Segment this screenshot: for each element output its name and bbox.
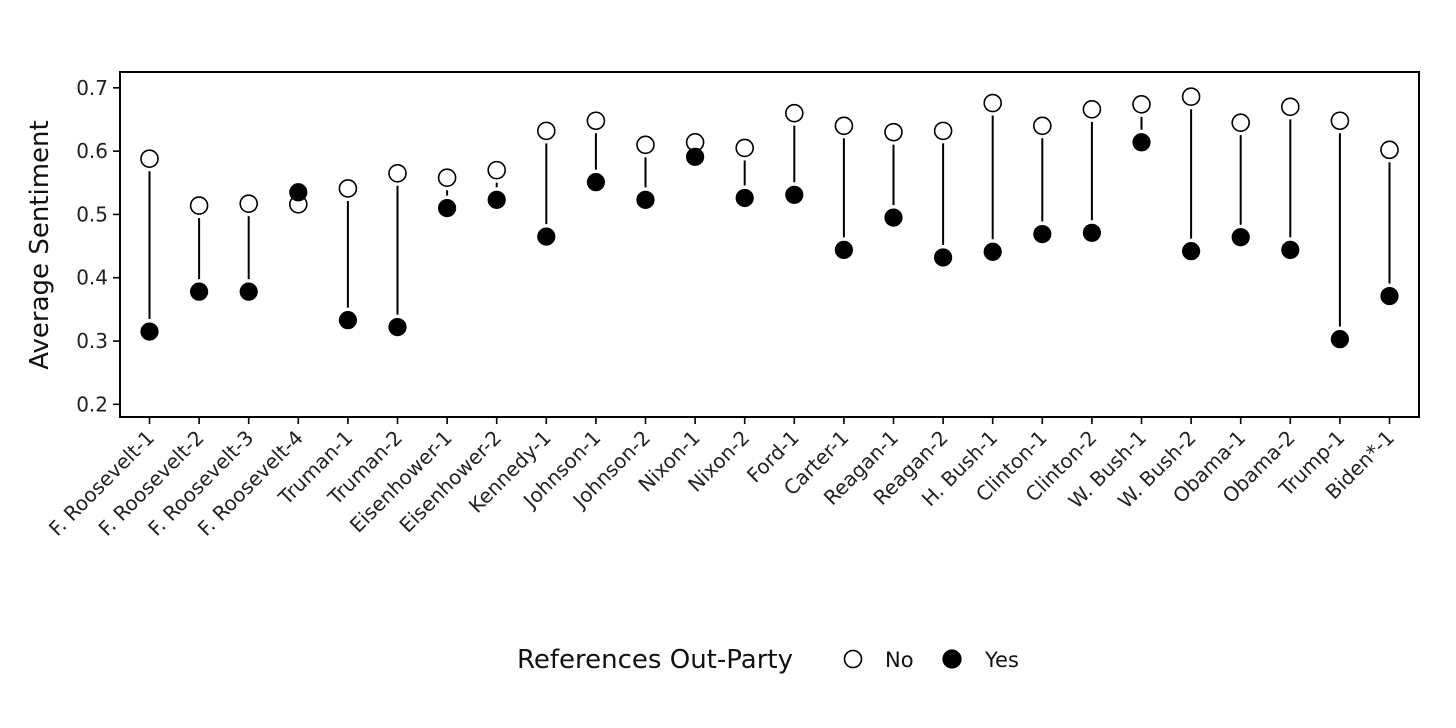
point-no-clinton-1 bbox=[1033, 116, 1052, 136]
data-points bbox=[140, 87, 1399, 349]
point-yes-w-bush-2 bbox=[1181, 242, 1201, 261]
point-no-obama-1 bbox=[1231, 113, 1250, 132]
point-yes-f-roosevelt-1 bbox=[140, 322, 159, 341]
legend-yes-marker bbox=[942, 649, 962, 669]
point-yes-f-roosevelt-3 bbox=[239, 282, 258, 301]
point-no-carter-1 bbox=[834, 116, 854, 136]
point-yes-truman-2 bbox=[388, 318, 407, 337]
x-axis: F. Roosevelt-1F. Roosevelt-2F. Roosevelt… bbox=[44, 417, 1399, 541]
connector-lines bbox=[148, 109, 1391, 327]
point-no-f-roosevelt-1 bbox=[140, 149, 159, 169]
y-tick-label: 0.6 bbox=[76, 139, 108, 163]
legend-title: References Out-Party bbox=[517, 645, 793, 675]
point-yes-ford-1 bbox=[785, 185, 804, 204]
point-yes-f-roosevelt-2 bbox=[190, 282, 209, 301]
y-tick-label: 0.5 bbox=[76, 202, 108, 226]
point-no-nixon-2 bbox=[735, 138, 755, 158]
point-yes-nixon-1 bbox=[685, 147, 705, 166]
point-no-h-bush-1 bbox=[983, 93, 1003, 113]
point-no-johnson-1 bbox=[586, 111, 606, 131]
point-yes-clinton-2 bbox=[1082, 223, 1102, 242]
y-tick-label: 0.3 bbox=[76, 329, 108, 353]
point-no-f-roosevelt-2 bbox=[189, 196, 209, 215]
point-no-w-bush-1 bbox=[1132, 94, 1151, 114]
point-no-eisenhower-1 bbox=[437, 168, 457, 188]
point-no-eisenhower-2 bbox=[487, 160, 507, 180]
point-no-w-bush-2 bbox=[1181, 87, 1201, 106]
point-yes-w-bush-1 bbox=[1132, 133, 1151, 152]
point-no-reagan-2 bbox=[933, 121, 953, 141]
point-no-clinton-2 bbox=[1082, 100, 1102, 119]
point-yes-reagan-1 bbox=[884, 208, 903, 227]
legend: References Out-Party No Yes bbox=[517, 645, 1019, 675]
point-yes-kennedy-1 bbox=[537, 227, 556, 246]
point-yes-carter-1 bbox=[834, 240, 854, 259]
y-tick-label: 0.7 bbox=[76, 76, 108, 100]
point-no-johnson-2 bbox=[636, 135, 655, 155]
plot-frame bbox=[119, 71, 1420, 418]
legend-yes-label: Yes bbox=[984, 648, 1019, 672]
point-yes-obama-2 bbox=[1281, 240, 1300, 259]
y-axis: 0.2 0.3 0.4 0.5 0.6 0.7 bbox=[76, 76, 120, 416]
point-no-reagan-1 bbox=[884, 122, 903, 142]
point-no-biden-1 bbox=[1380, 140, 1399, 160]
point-no-kennedy-1 bbox=[536, 121, 556, 141]
point-yes-nixon-2 bbox=[735, 188, 754, 208]
point-yes-truman-1 bbox=[338, 311, 357, 330]
legend-no-marker bbox=[843, 649, 863, 669]
point-yes-johnson-2 bbox=[636, 190, 655, 209]
point-no-trump-1 bbox=[1330, 111, 1350, 131]
y-axis-title: Average Sentiment bbox=[25, 120, 55, 369]
point-yes-trump-1 bbox=[1330, 330, 1350, 349]
point-yes-eisenhower-2 bbox=[487, 190, 506, 209]
point-yes-eisenhower-1 bbox=[438, 199, 457, 218]
point-yes-obama-1 bbox=[1231, 228, 1250, 247]
y-tick-label: 0.4 bbox=[76, 266, 108, 290]
legend-no-label: No bbox=[885, 648, 914, 672]
point-no-f-roosevelt-3 bbox=[239, 194, 258, 213]
y-tick-label: 0.2 bbox=[76, 392, 108, 416]
point-no-truman-1 bbox=[338, 179, 358, 198]
point-yes-biden-1 bbox=[1380, 286, 1399, 306]
point-yes-f-roosevelt-4 bbox=[289, 183, 308, 202]
point-yes-reagan-2 bbox=[933, 248, 953, 267]
point-yes-johnson-1 bbox=[586, 173, 606, 192]
point-yes-h-bush-1 bbox=[983, 242, 1002, 261]
point-no-truman-2 bbox=[388, 163, 407, 183]
point-yes-clinton-1 bbox=[1033, 224, 1052, 244]
point-no-obama-2 bbox=[1281, 97, 1300, 117]
point-no-ford-1 bbox=[784, 103, 804, 123]
